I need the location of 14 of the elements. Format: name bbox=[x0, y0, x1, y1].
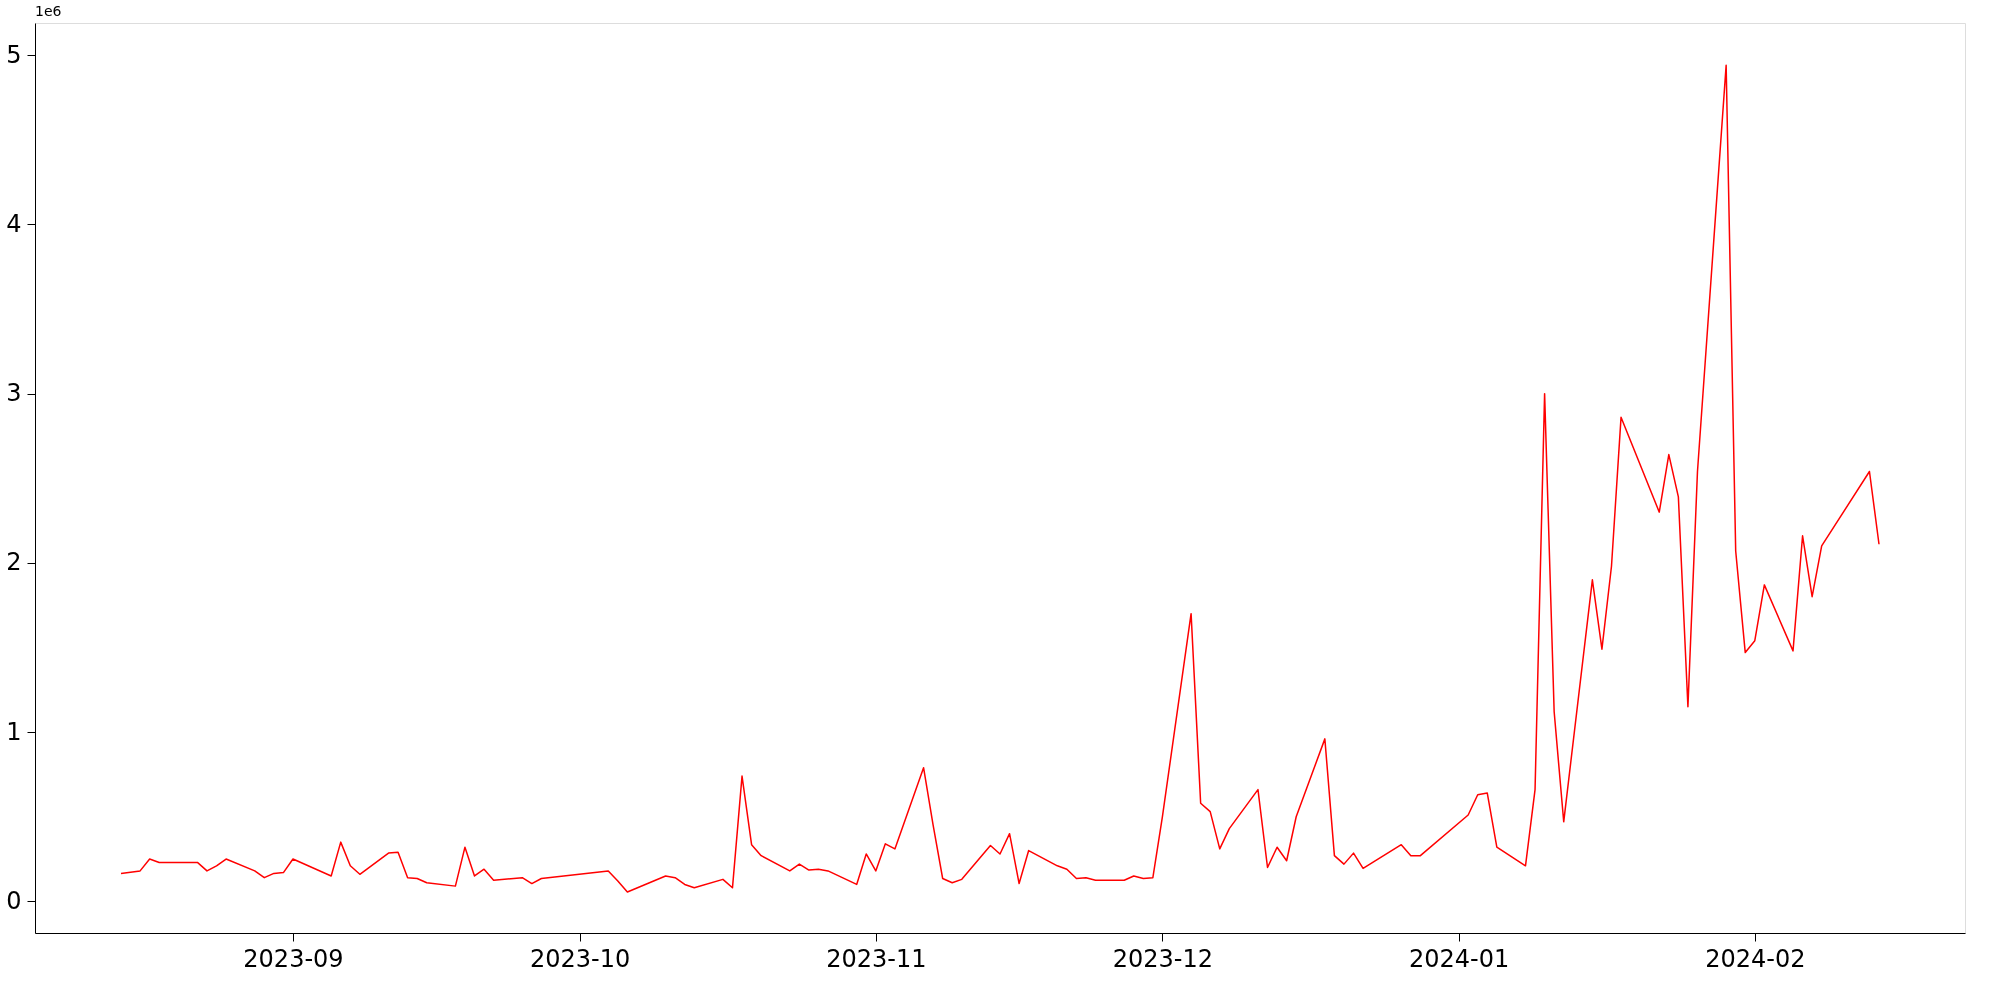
y-tick-label: 2 bbox=[6, 548, 22, 577]
line-series bbox=[120, 64, 1880, 893]
x-tick-label: 2023-10 bbox=[529, 944, 631, 973]
x-tick-label: 2023-09 bbox=[243, 944, 344, 973]
y-tick-label: 5 bbox=[6, 40, 22, 69]
y-tick-label: 3 bbox=[6, 379, 22, 408]
x-tick-label: 2024-01 bbox=[1408, 944, 1510, 973]
y-tick-label: 4 bbox=[6, 209, 22, 238]
y-tick-label: 1 bbox=[6, 717, 22, 746]
text: 1e6 bbox=[35, 3, 62, 19]
y-tick-label: 0 bbox=[6, 886, 22, 915]
x-tick-label: 2023-12 bbox=[1112, 944, 1214, 973]
x-tick-label: 2023-11 bbox=[826, 944, 927, 973]
x-tick-label: 2024-02 bbox=[1705, 944, 1806, 973]
